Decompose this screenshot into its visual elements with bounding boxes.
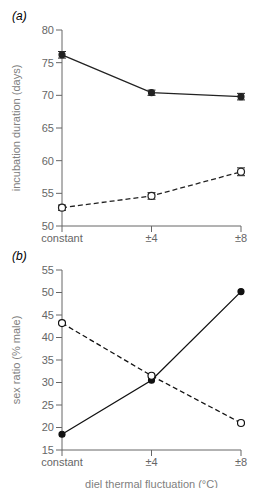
svg-text:30: 30	[42, 376, 54, 388]
svg-text:50: 50	[42, 286, 54, 298]
svg-text:25: 25	[42, 399, 54, 411]
svg-text:±4: ±4	[145, 232, 157, 244]
svg-text:±4: ±4	[145, 456, 157, 468]
svg-text:65: 65	[42, 122, 54, 134]
svg-text:sex ratio (% male): sex ratio (% male)	[10, 316, 22, 405]
svg-text:15: 15	[42, 444, 54, 456]
svg-text:45: 45	[42, 309, 54, 321]
svg-text:35: 35	[42, 354, 54, 366]
svg-text:55: 55	[42, 264, 54, 276]
svg-text:80: 80	[42, 24, 54, 36]
svg-text:20: 20	[42, 421, 54, 433]
svg-text:75: 75	[42, 57, 54, 69]
svg-text:±8: ±8	[235, 232, 247, 244]
svg-text:diel thermal fluctuation (°C): diel thermal fluctuation (°C)	[85, 478, 218, 488]
svg-text:incubation duration (days): incubation duration (days)	[10, 65, 22, 192]
svg-text:±8: ±8	[235, 456, 247, 468]
svg-text:70: 70	[42, 89, 54, 101]
html-text:(a): (a)	[12, 9, 27, 23]
svg-text:constant: constant	[41, 232, 83, 244]
svg-text:55: 55	[42, 187, 54, 199]
svg-text:constant: constant	[41, 456, 83, 468]
svg-text:50: 50	[42, 220, 54, 232]
svg-text:40: 40	[42, 331, 54, 343]
html-text:(b): (b)	[12, 249, 27, 263]
svg-text:60: 60	[42, 155, 54, 167]
